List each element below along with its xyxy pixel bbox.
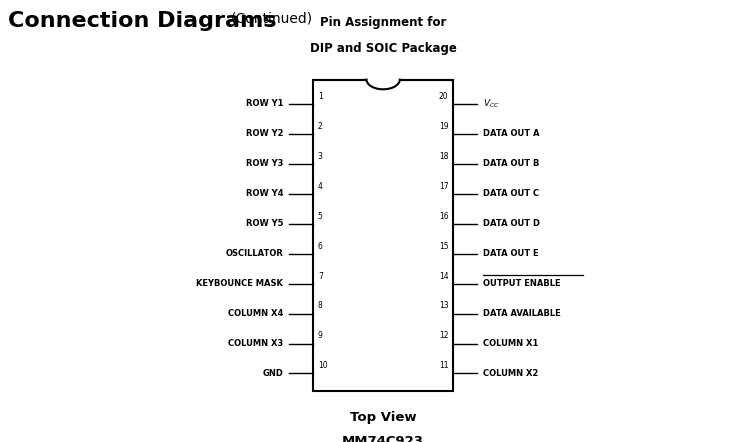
Text: MM74C923: MM74C923	[342, 435, 424, 442]
Text: 8: 8	[318, 301, 322, 310]
Text: 16: 16	[439, 212, 448, 221]
Text: 18: 18	[439, 152, 448, 161]
Text: 15: 15	[439, 242, 448, 251]
Text: 10: 10	[318, 362, 328, 370]
Text: Connection Diagrams: Connection Diagrams	[8, 11, 276, 31]
Text: 13: 13	[439, 301, 448, 310]
Text: 7: 7	[318, 271, 322, 281]
Text: ROW Y1: ROW Y1	[245, 99, 283, 108]
Text: 3: 3	[318, 152, 322, 161]
Text: 1: 1	[318, 92, 322, 101]
Text: COLUMN X2: COLUMN X2	[483, 369, 538, 378]
Text: 11: 11	[439, 362, 448, 370]
Text: DIP and SOIC Package: DIP and SOIC Package	[310, 42, 457, 55]
Text: DATA OUT E: DATA OUT E	[483, 249, 539, 258]
Text: 19: 19	[439, 122, 448, 131]
Text: COLUMN X3: COLUMN X3	[228, 339, 283, 348]
Text: (Continued): (Continued)	[230, 11, 313, 25]
Text: 17: 17	[439, 182, 448, 191]
Text: Pin Assignment for: Pin Assignment for	[320, 16, 446, 29]
Text: DATA OUT A: DATA OUT A	[483, 130, 540, 138]
Bar	[313, 80, 453, 391]
Text: ROW Y3: ROW Y3	[245, 159, 283, 168]
Text: DATA AVAILABLE: DATA AVAILABLE	[483, 309, 561, 318]
Text: GND: GND	[262, 369, 283, 378]
Text: 14: 14	[439, 271, 448, 281]
Text: COLUMN X1: COLUMN X1	[483, 339, 538, 348]
Text: 12: 12	[439, 332, 448, 340]
Text: 20: 20	[439, 92, 448, 101]
Text: DATA OUT C: DATA OUT C	[483, 189, 539, 198]
Text: ROW Y2: ROW Y2	[245, 130, 283, 138]
Text: ROW Y4: ROW Y4	[245, 189, 283, 198]
Text: KEYBOUNCE MASK: KEYBOUNCE MASK	[196, 279, 283, 288]
Text: ROW Y5: ROW Y5	[245, 219, 283, 228]
Text: 9: 9	[318, 332, 322, 340]
Polygon shape	[366, 75, 400, 89]
Text: DATA OUT D: DATA OUT D	[483, 219, 540, 228]
Text: COLUMN X4: COLUMN X4	[228, 309, 283, 318]
Text: 2: 2	[318, 122, 322, 131]
Text: DATA OUT B: DATA OUT B	[483, 159, 540, 168]
Text: 4: 4	[318, 182, 322, 191]
Text: 6: 6	[318, 242, 322, 251]
Text: OSCILLATOR: OSCILLATOR	[225, 249, 283, 258]
Text: OUTPUT ENABLE: OUTPUT ENABLE	[483, 279, 561, 288]
Text: $V_{CC}$: $V_{CC}$	[483, 98, 501, 110]
Text: 5: 5	[318, 212, 322, 221]
Text: Top View: Top View	[350, 411, 417, 424]
